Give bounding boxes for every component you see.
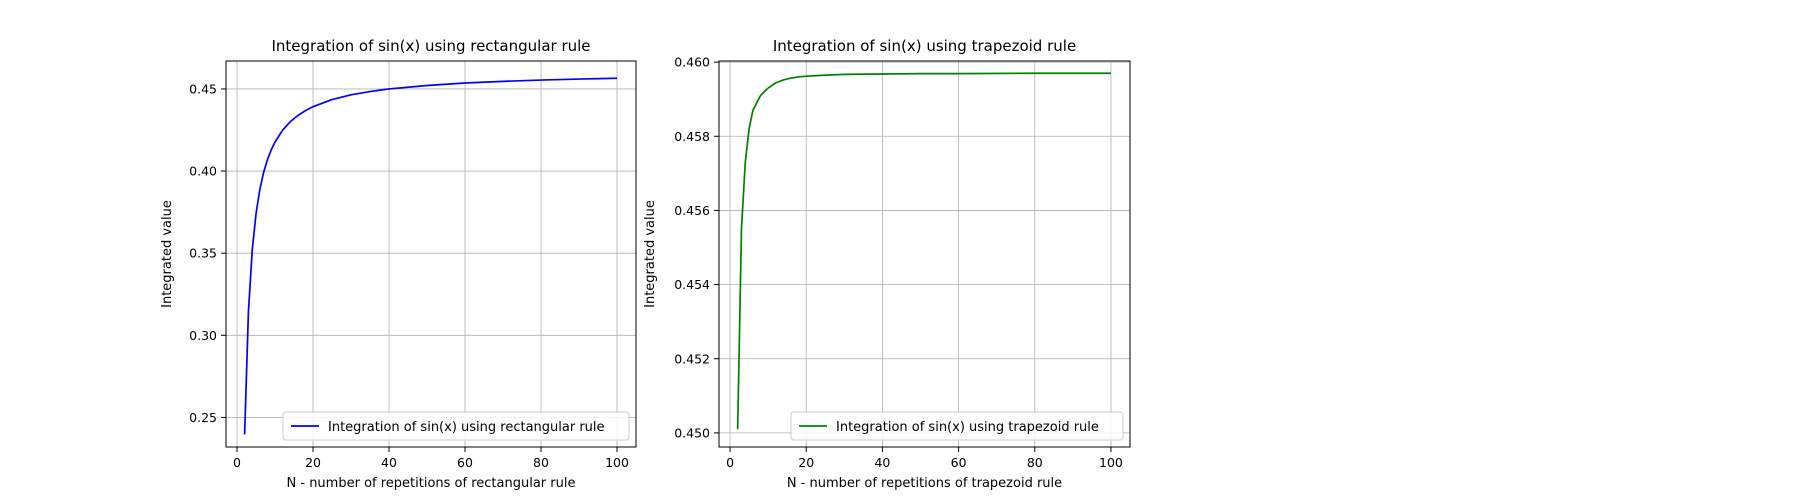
series-line-1 (736, 72, 1111, 430)
chart-title: Integration of sin(x) using rectangular … (271, 37, 590, 55)
y-tick-label: 0.460 (674, 55, 710, 70)
y-tick-label: 0.450 (674, 425, 710, 440)
x-tick-label: 40 (874, 455, 890, 470)
legend-box (790, 411, 1124, 441)
x-tick-label: 60 (951, 455, 967, 470)
x-tick-label: 0 (726, 455, 734, 470)
x-tick-label: 100 (605, 455, 629, 470)
plot-frame (225, 60, 637, 448)
y-tick-label: 0.458 (674, 129, 710, 144)
legend: Integration of sin(x) using rectangular … (282, 411, 630, 441)
x-tick-label: 60 (457, 455, 473, 470)
plot-frame (718, 60, 1131, 448)
x-axis-label: N - number of repetitions of trapezoid r… (787, 476, 1062, 491)
x-tick-label: 20 (305, 455, 321, 470)
y-tick-label: 0.452 (674, 351, 710, 366)
y-tick-label: 0.25 (189, 410, 217, 425)
chart-1: 0 20 40 60 80 100 0.25 0.30 0.35 0.40 0.45 Integrat… (160, 37, 637, 491)
y-axis-label: Integrated value (160, 200, 175, 308)
chart-2: 0 20 40 60 80 100 0.450 0.452 0.454 0.456 0.458 0.4… (643, 37, 1131, 491)
y-tick-label: 0.40 (189, 164, 217, 179)
legend-label: Integration of sin(x) using trapezoid ru… (836, 420, 1099, 435)
legend-label: Integration of sin(x) using rectangular … (328, 420, 605, 435)
y-tick-label: 0.45 (189, 81, 217, 96)
chart-title: Integration of sin(x) using trapezoid ru… (773, 37, 1076, 55)
x-tick-label: 0 (233, 455, 241, 470)
x-tick-label: 100 (1099, 455, 1123, 470)
y-tick-label: 0.35 (189, 246, 217, 261)
x-tick-label: 40 (381, 455, 397, 470)
y-tick-label: 0.30 (189, 328, 217, 343)
x-tick-label: 80 (533, 455, 549, 470)
x-axis-label: N - number of repetitions of rectangular… (287, 476, 576, 491)
y-axis-label: Integrated value (643, 200, 658, 308)
legend: Integration of sin(x) using trapezoid ru… (790, 411, 1124, 441)
legend-box (282, 411, 630, 441)
x-tick-label: 20 (798, 455, 814, 470)
series-line-1 (243, 77, 618, 435)
y-tick-label: 0.456 (674, 203, 710, 218)
y-tick-label: 0.454 (674, 277, 710, 292)
x-tick-label: 80 (1027, 455, 1043, 470)
